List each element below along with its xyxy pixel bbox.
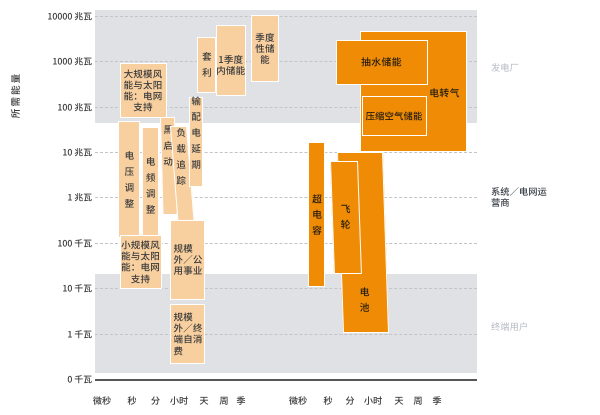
- svc-label-frequency-regulation: 电频调整: [143, 153, 158, 218]
- gridline-5: [95, 243, 477, 244]
- svc-label-load-following: 负载追踪: [174, 125, 189, 189]
- x-tick-services: 小时: [169, 393, 189, 407]
- y-tick-label: 0 千瓦: [67, 372, 92, 386]
- tech-label-battery: 电池: [357, 284, 372, 316]
- x-tick-technologies: 季: [432, 393, 442, 407]
- end-user-band: [95, 274, 477, 373]
- x-axis-line: [95, 379, 477, 381]
- x-tick-services: 分: [150, 393, 161, 407]
- x-tick-technologies: 小时: [363, 393, 383, 407]
- svc-box-intra-quarter-storage: [215, 25, 246, 96]
- tech-label-supercapacitor: 超电容: [310, 190, 324, 239]
- svc-box-small-wind-solar-grid-support: [119, 235, 162, 289]
- svc-label-t-d-deferral: 输配电延期: [189, 93, 204, 173]
- x-tick-services: 微秒: [92, 393, 112, 407]
- tech-label-flywheel: 飞轮: [338, 201, 353, 233]
- svc-label-seasonal-storage: 季度 性储 能: [255, 29, 275, 67]
- svc-label-off-grid-self-consumption: 规模 外／终 端自消 费: [173, 309, 203, 358]
- svc-label-intra-quarter-storage: 1季度 内储能: [216, 51, 246, 77]
- y-tick-label: 1 千瓦: [67, 327, 92, 341]
- tech-box-supercapacitor: [308, 142, 325, 287]
- svc-box-t-d-deferral: [188, 97, 203, 187]
- x-tick-services: 天: [199, 393, 209, 407]
- y-tick-label: 1000 兆瓦: [52, 54, 92, 68]
- y-tick-label: 10 千瓦: [62, 281, 92, 295]
- gridline-0: [95, 16, 477, 17]
- gridline-3: [95, 152, 477, 153]
- sector-label-system-grid: 系统／电网运 营商: [491, 184, 547, 209]
- y-tick-label: 1 兆瓦: [67, 190, 92, 204]
- y-tick-label: 100 千瓦: [57, 236, 92, 250]
- svc-box-bulk-wind-solar-grid-support: [119, 63, 167, 118]
- gridline-1: [95, 61, 477, 62]
- sector-label-generation: 发电厂: [491, 60, 519, 74]
- x-tick-technologies: 微秒: [288, 393, 308, 407]
- sector-label-end-user: 终端用户: [491, 319, 529, 333]
- x-tick-technologies: 分: [345, 393, 355, 407]
- tech-label-pumped-hydro: 抽水储能: [361, 54, 402, 69]
- svc-box-arbitrage: [197, 37, 216, 93]
- y-tick-label: 10000 兆瓦: [47, 9, 92, 23]
- x-tick-services: 周: [219, 393, 229, 407]
- x-tick-technologies: 天: [394, 393, 404, 407]
- x-tick-services: 秒: [127, 393, 137, 407]
- x-tick-services: 季: [236, 393, 246, 407]
- svc-label-voltage-regulation: 电压调整: [122, 147, 137, 212]
- svc-label-small-wind-solar-grid-support: 小规模风 能与太阳 能：电网 支持: [121, 237, 160, 286]
- svc-label-bulk-wind-solar-grid-support: 大规模风 能与太阳 能：电网 支持: [123, 66, 163, 114]
- gridline-2: [95, 107, 477, 108]
- svc-box-off-grid-utility: [170, 220, 205, 300]
- svc-box-off-grid-self-consumption: [170, 304, 205, 364]
- svc-label-arbitrage: 套利: [199, 49, 214, 81]
- y-tick-label: 10 兆瓦: [62, 145, 92, 159]
- svc-label-off-grid-utility: 规模 外／公 用事业: [173, 241, 203, 278]
- gridline-7: [95, 334, 477, 335]
- y-tick-label: 100 兆瓦: [57, 100, 92, 114]
- tech-box-compressed-air: [361, 96, 427, 136]
- svc-box-seasonal-storage: [251, 15, 279, 82]
- x-tick-technologies: 秒: [323, 393, 333, 407]
- gridline-6: [95, 288, 477, 289]
- tech-box-pumped-hydro: [335, 39, 428, 85]
- y-axis-title: 所需能量: [8, 71, 22, 119]
- tech-label-compressed-air: 压缩空气储能: [365, 108, 423, 123]
- x-tick-technologies: 周: [413, 393, 423, 407]
- tech-label-power-to-gas: 电转气: [429, 85, 460, 100]
- gridline-4: [95, 197, 477, 198]
